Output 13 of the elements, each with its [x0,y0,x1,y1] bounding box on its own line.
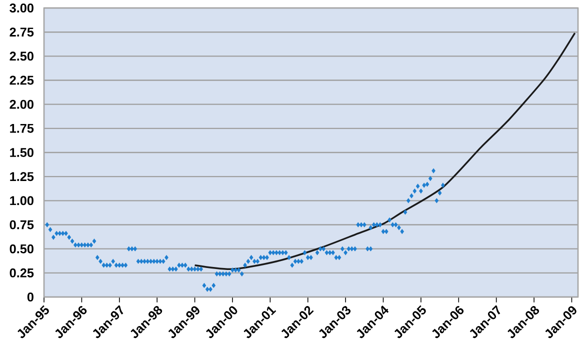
y-tick-label: 2.25 [10,76,34,85]
y-tick-label: 1.25 [10,172,34,182]
y-tick-label: 0 [27,292,34,302]
y-tick-label: 1.50 [10,148,34,157]
y-tick-label: 1.75 [10,124,34,133]
y-tick-label: 3.00 [10,4,34,12]
y-tick-label: 2.50 [10,52,34,61]
y-tick-label: 0.25 [10,268,34,278]
y-tick-label: 0.75 [10,220,34,230]
y-tick-label: 1.00 [10,196,34,206]
y-tick-label: 2.00 [10,100,34,109]
y-tick-label: 0.50 [10,244,34,254]
y-tick-label: 2.75 [10,28,34,37]
